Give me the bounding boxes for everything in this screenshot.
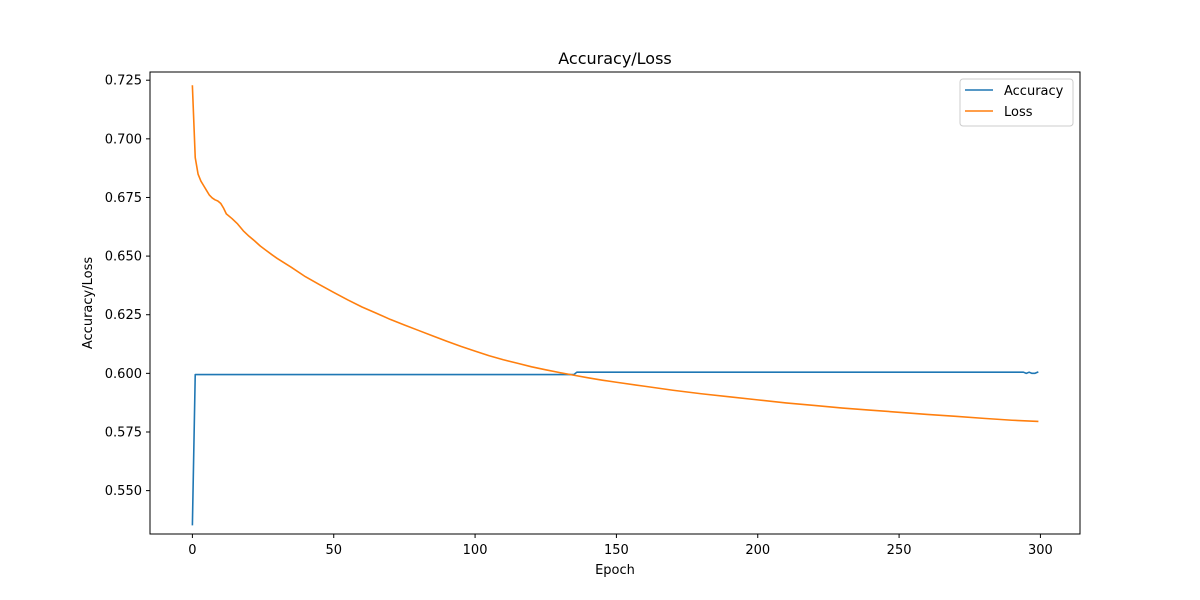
chart-title: Accuracy/Loss [558,49,672,68]
x-tick-label: 250 [887,543,912,558]
plot-area [150,72,1080,534]
x-tick-label: 150 [604,543,629,558]
y-axis: 0.550 0.575 0.600 0.625 0.650 0.675 0.700 0.725 [105,74,150,499]
x-axis: 0 50 100 150 200 250 300 [188,534,1053,558]
y-axis-label: Accuracy/Loss [81,257,96,349]
y-tick-label: 0.725 [105,74,142,89]
series-line-accuracy [191,371,1039,526]
x-tick-label: 100 [463,543,488,558]
x-tick-label: 0 [188,543,196,558]
series-line-loss [191,85,1039,423]
y-tick-label: 0.625 [105,308,142,323]
legend-label-loss: Loss [1004,105,1033,120]
legend: Accuracy Loss [959,78,1074,127]
y-tick-label: 0.675 [105,191,142,206]
y-tick-label: 0.575 [105,425,142,440]
y-tick-label: 0.600 [105,367,142,382]
x-tick-label: 300 [1028,543,1053,558]
x-axis-label: Epoch [595,563,635,578]
x-tick-label: 200 [745,543,770,558]
x-tick-label: 50 [325,543,342,558]
y-tick-label: 0.650 [105,250,142,265]
series-layer [191,85,1039,526]
legend-label-accuracy: Accuracy [1004,84,1064,99]
axes-frame [149,71,1081,535]
y-tick-label: 0.700 [105,132,142,147]
y-tick-label: 0.550 [105,484,142,499]
